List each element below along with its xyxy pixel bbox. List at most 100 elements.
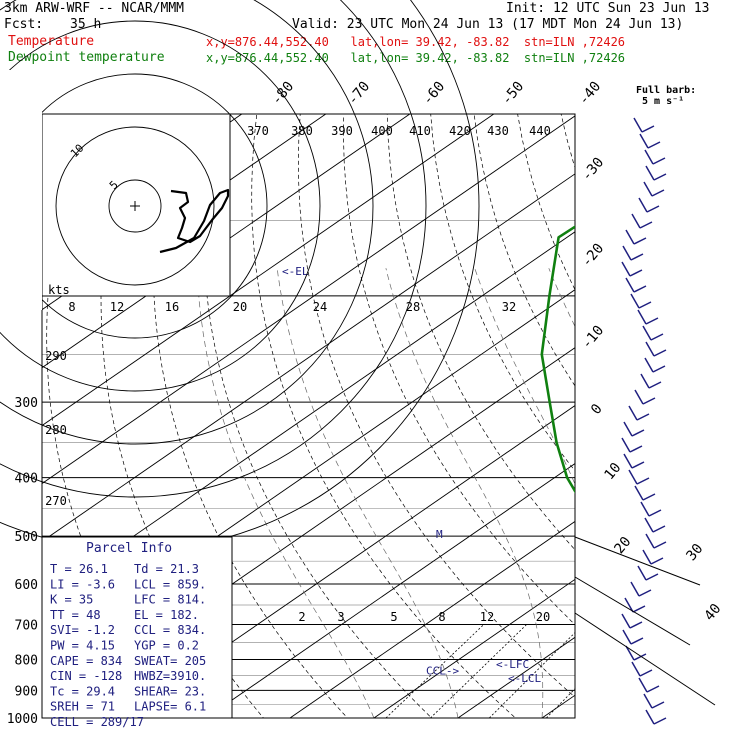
wind-speed-label: 20 [233, 300, 247, 314]
isotherm-line [373, 578, 575, 718]
wind-barb [633, 285, 647, 293]
wind-barb [639, 133, 649, 149]
wind-barb [652, 157, 666, 165]
mixing-ratio-label: 2 [298, 610, 305, 624]
level-annotation: M [436, 528, 443, 541]
parcel-info-value: CELL = 289/17 [50, 715, 144, 729]
wind-barb [651, 189, 665, 197]
wind-barb [622, 629, 632, 645]
parcel-info-box: Parcel Info T = 26.1 Td = 21.3 LI = -3.6 LCL… [41, 536, 233, 729]
parcel-info-value: Tc = 29.4 [50, 684, 115, 698]
wind-barb [623, 453, 633, 469]
isotherm-line [42, 114, 495, 427]
isotherm-line [42, 115, 575, 485]
chart-traces [540, 225, 575, 494]
wind-barb [628, 469, 638, 485]
hodograph-trace [159, 188, 230, 254]
wind-barb [652, 525, 666, 533]
wind-barb [642, 549, 652, 565]
moist-adiabat [276, 268, 459, 718]
wind-barb [631, 461, 645, 469]
isotherm-label: 40 [701, 601, 724, 624]
theta-label: 420 [449, 124, 471, 138]
moist-adiabat [385, 268, 544, 718]
isotherm-line [289, 520, 575, 718]
isotherm-label: -40 [576, 79, 605, 109]
wind-barb [644, 357, 654, 373]
wind-barb [653, 717, 667, 725]
isotherm-line [691, 101, 740, 731]
dry-adiabat [560, 114, 575, 169]
wind-barb [629, 269, 643, 277]
parcel-info-value: SWEAT= 205 [134, 654, 206, 668]
dry-adiabat [152, 114, 348, 718]
hodograph-mask [0, 70, 42, 310]
isotherm-line [457, 636, 575, 718]
isotherm-line [205, 462, 575, 718]
pressure-tick-label: 1000 [7, 712, 38, 727]
mixing-ratio-label: 20 [536, 610, 550, 624]
parcel-info-value: SHEAR= 23. [134, 684, 206, 698]
dry-adiabat [386, 114, 575, 551]
mixing-ratio-label: 8 [438, 610, 445, 624]
isotherm-line [121, 405, 575, 718]
theta-side-label: 270 [45, 494, 67, 508]
hodograph-ring [0, 0, 427, 498]
theta-label: 430 [487, 124, 509, 138]
dry-adiabat [298, 114, 575, 698]
model-title: 3km ARW-WRF -- NCAR/MMM [4, 1, 185, 16]
wind-barb [633, 653, 647, 661]
hodograph-ring [55, 126, 215, 286]
dry-adiabat [473, 114, 575, 387]
wind-barb [648, 509, 662, 517]
extension-line [574, 576, 691, 646]
wind-barb [652, 365, 666, 373]
mixing-ratio-line [666, 624, 740, 718]
chart-grid [42, 101, 740, 731]
wind-barb [642, 493, 656, 501]
parcel-info-value: Td = 21.3 [134, 562, 199, 576]
parcel-info-title: Parcel Info [86, 541, 172, 556]
moist-adiabat [693, 268, 740, 718]
wind-barb [645, 341, 655, 357]
dry-adiabat [735, 114, 740, 731]
mixing-ratio-line [385, 624, 485, 718]
wind-barb [647, 141, 661, 149]
isotherm-label: -60 [420, 79, 449, 109]
hodograph-frame [41, 113, 231, 297]
parcel-info-value: SVI= -1.2 [50, 623, 115, 637]
wind-barb [629, 621, 643, 629]
hodograph-ring [0, 0, 374, 445]
theta-label: 400 [371, 124, 393, 138]
wind-barb [636, 477, 650, 485]
wind-barb [640, 373, 650, 389]
isotherm-label: 10 [601, 460, 624, 483]
wind-barb [651, 701, 665, 709]
wind-barb [634, 389, 644, 405]
wind-barb [641, 125, 655, 133]
mixing-ratio-line [546, 688, 575, 718]
dry-adiabat [648, 114, 740, 731]
parcel-info-value: LCL = 859. [134, 577, 206, 591]
theta-side-label: 280 [45, 423, 67, 437]
isotherm-line [42, 173, 575, 542]
wind-barb [638, 197, 648, 213]
moist-adiabat [474, 268, 575, 486]
extension-line [574, 612, 716, 706]
wind-barb [645, 317, 659, 325]
extension-line [574, 536, 701, 586]
wind-barb [632, 605, 646, 613]
wind-barb [624, 597, 634, 613]
wind-barb [634, 485, 644, 501]
moist-adiabat [196, 268, 375, 718]
pressure-tick-label: 700 [15, 618, 38, 633]
wind-barb [645, 533, 655, 549]
wind-barb [638, 301, 652, 309]
dry-adiabat [692, 114, 740, 731]
dewpoint-legend-label: Dewpoint temperature [8, 50, 165, 65]
parcel-info-value: LI = -3.6 [50, 577, 115, 591]
theta-label: 390 [331, 124, 353, 138]
barb-legend-units: 5 m s⁻¹ [642, 96, 684, 107]
wind-barb [625, 229, 635, 245]
